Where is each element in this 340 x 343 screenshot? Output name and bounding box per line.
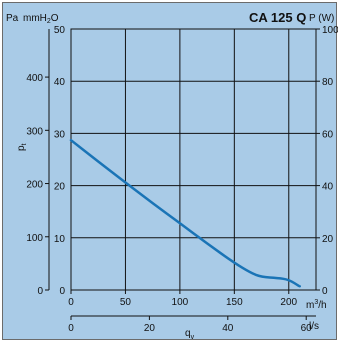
plot-border — [70, 28, 317, 291]
unit-pa-label: Pa — [6, 13, 19, 24]
tick-label-y-power: 60 — [322, 129, 334, 140]
tick-label-x-m3h: 100 — [172, 297, 189, 308]
fan-curve-chart: 0 50 100 150 2000102030405001002003004000204… — [6, 10, 338, 341]
tick-labels: 0 50 100 150 2000102030405001002003004000204… — [26, 25, 338, 334]
series-group — [69, 138, 301, 288]
tick-label-y-mmh2o: 50 — [54, 25, 66, 36]
series-line — [69, 138, 301, 288]
y-axis-label: pt — [16, 143, 28, 151]
x-unit-m3h-label: m3/h — [306, 299, 327, 311]
tick-label-y-mmh2o: 40 — [54, 77, 66, 88]
tick-label-y-mmh2o: 20 — [54, 182, 66, 193]
tick-label-y-mmh2o: 10 — [54, 234, 66, 245]
tick-label-y-power: 0 — [322, 286, 328, 297]
tick-label-x-m3h: 150 — [226, 297, 243, 308]
unit-power-label: P (W) — [309, 13, 334, 24]
tick-label-x-ls: 60 — [301, 323, 313, 334]
tick-label-x-ls: 20 — [144, 323, 156, 334]
chart-title: CA 125 Q — [249, 10, 306, 25]
tick-label-x-ls: 0 — [68, 323, 74, 334]
tick-label-x-m3h: 50 — [120, 297, 132, 308]
tick-label-y-mmh2o: 0 — [59, 286, 65, 297]
tick-label-y-pa: 0 — [37, 286, 43, 297]
tick-label-x-m3h: 200 — [280, 297, 297, 308]
tick-label-y-pa: 300 — [26, 126, 43, 137]
tick-label-y-mmh2o: 30 — [54, 129, 66, 140]
chart-panel: 0 50 100 150 200 0 10 20 30 40 50 0 100 200 300 400 0 20 4… — [2, 2, 338, 341]
secondary-axes — [48, 29, 316, 317]
x-unit-ls-label: l/s — [309, 321, 319, 332]
tick-label-x-m3h: 0 — [68, 297, 74, 308]
tick-label-y-power: 100 — [322, 25, 338, 36]
tick-label-y-pa: 100 — [26, 233, 43, 244]
tick-label-y-power: 80 — [322, 77, 334, 88]
tick-label-x-ls: 40 — [222, 323, 234, 334]
tick-label-y-power: 40 — [322, 182, 334, 193]
tick-label-y-power: 20 — [322, 234, 334, 245]
tick-label-y-pa: 400 — [26, 73, 43, 84]
x-axis-label: qv — [185, 328, 195, 341]
unit-mmh2o-label: mmH2O — [23, 13, 59, 25]
grid — [70, 28, 316, 291]
tick-label-y-pa: 200 — [26, 180, 43, 191]
tick-marks — [45, 28, 320, 320]
